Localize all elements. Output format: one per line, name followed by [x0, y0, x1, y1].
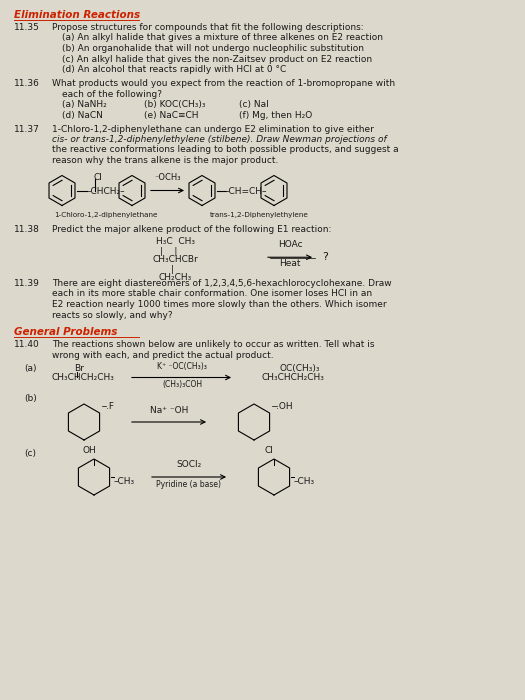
Text: (c): (c) — [24, 449, 36, 458]
Text: (c) An alkyl halide that gives the non-Zaitsev product on E2 reaction: (c) An alkyl halide that gives the non-Z… — [62, 55, 372, 64]
Text: Cl: Cl — [94, 174, 103, 183]
Text: –CH₃: –CH₃ — [294, 477, 315, 486]
Text: 11.36: 11.36 — [14, 80, 40, 88]
Text: SOCl₂: SOCl₂ — [176, 460, 202, 469]
Text: each of the following?: each of the following? — [62, 90, 162, 99]
Text: (a) An alkyl halide that gives a mixture of three alkenes on E2 reaction: (a) An alkyl halide that gives a mixture… — [62, 34, 383, 43]
Text: CH₃CHCH₂CH₃: CH₃CHCH₂CH₃ — [52, 374, 115, 382]
Text: cis- or trans-1,2-diphenylethylene (stilbene). Draw Newman projections of: cis- or trans-1,2-diphenylethylene (stil… — [52, 135, 386, 144]
Text: CH₃CHCBr: CH₃CHCBr — [152, 255, 198, 264]
Text: Pyridine (a base): Pyridine (a base) — [156, 480, 222, 489]
Text: (CH₃)₃COH: (CH₃)₃COH — [162, 379, 202, 389]
Text: |: | — [168, 265, 174, 274]
Text: Heat: Heat — [279, 259, 301, 268]
Text: (b): (b) — [24, 394, 37, 403]
Text: –CH₃: –CH₃ — [114, 477, 135, 486]
Text: General Problems: General Problems — [14, 327, 118, 337]
Text: |    |: | | — [157, 246, 177, 256]
Text: (c) NaI: (c) NaI — [239, 101, 269, 109]
Text: 1-Chloro-1,2-diphenylethane can undergo E2 elimination to give either: 1-Chloro-1,2-diphenylethane can undergo … — [52, 125, 374, 134]
Text: Br: Br — [74, 364, 84, 373]
Text: (e) NaC≡CH: (e) NaC≡CH — [144, 111, 198, 120]
Text: OH: OH — [82, 446, 96, 455]
Text: (a): (a) — [24, 364, 37, 373]
Text: wrong with each, and predict the actual product.: wrong with each, and predict the actual … — [52, 351, 274, 360]
Text: Na⁺ ⁻OH: Na⁺ ⁻OH — [150, 406, 188, 415]
Text: E2 reaction nearly 1000 times more slowly than the others. Which isomer: E2 reaction nearly 1000 times more slowl… — [52, 300, 386, 309]
Text: each in its more stable chair conformation. One isomer loses HCl in an: each in its more stable chair conformati… — [52, 290, 372, 298]
Text: CH₂CH₃: CH₂CH₃ — [159, 273, 192, 282]
Text: The reactions shown below are unlikely to occur as written. Tell what is: The reactions shown below are unlikely t… — [52, 340, 374, 349]
Text: Elimination Reactions: Elimination Reactions — [14, 10, 140, 20]
Text: (a) NaNH₂: (a) NaNH₂ — [62, 101, 107, 109]
Text: K⁺ ⁻OC(CH₃)₃: K⁺ ⁻OC(CH₃)₃ — [157, 361, 207, 370]
Text: (d) An alcohol that reacts rapidly with HCl at 0 °C: (d) An alcohol that reacts rapidly with … — [62, 65, 286, 74]
Text: 1-Chloro-1,2-diphenylethane: 1-Chloro-1,2-diphenylethane — [54, 213, 158, 218]
Text: There are eight diastereomers of 1,2,3,4,5,6-hexachlorocyclohexane. Draw: There are eight diastereomers of 1,2,3,4… — [52, 279, 392, 288]
Text: the reactive conformations leading to both possible products, and suggest a: the reactive conformations leading to bo… — [52, 146, 398, 155]
Text: HOAc: HOAc — [278, 240, 302, 249]
Text: Predict the major alkene product of the following E1 reaction:: Predict the major alkene product of the … — [52, 225, 331, 234]
Text: 11.35: 11.35 — [14, 23, 40, 32]
Text: –CH=CH–: –CH=CH– — [225, 187, 268, 196]
Text: (d) NaCN: (d) NaCN — [62, 111, 103, 120]
Text: 11.38: 11.38 — [14, 225, 40, 234]
Text: (b) KOC(CH₃)₃: (b) KOC(CH₃)₃ — [144, 101, 205, 109]
Text: OC(CH₃)₃: OC(CH₃)₃ — [279, 364, 320, 373]
Text: .F: .F — [106, 402, 114, 411]
Text: What products would you expect from the reaction of 1-bromopropane with: What products would you expect from the … — [52, 80, 395, 88]
Text: (b) An organohalide that will not undergo nucleophilic substitution: (b) An organohalide that will not underg… — [62, 44, 364, 53]
Text: 11.39: 11.39 — [14, 279, 40, 288]
Text: 11.37: 11.37 — [14, 125, 40, 134]
Text: –CHCH₂–: –CHCH₂– — [87, 187, 125, 196]
Text: .OH: .OH — [276, 402, 292, 411]
Text: H₃C  CH₃: H₃C CH₃ — [155, 237, 194, 246]
Text: Propose structures for compounds that fit the following descriptions:: Propose structures for compounds that fi… — [52, 23, 364, 32]
Text: CH₃CHCH₂CH₃: CH₃CHCH₂CH₃ — [262, 374, 325, 382]
Text: ?: ? — [322, 252, 328, 262]
Text: trans-1,2-Diphenylethylene: trans-1,2-Diphenylethylene — [210, 213, 309, 218]
Text: reacts so slowly, and why?: reacts so slowly, and why? — [52, 311, 173, 319]
Text: (f) Mg, then H₂O: (f) Mg, then H₂O — [239, 111, 312, 120]
Text: Cl: Cl — [265, 446, 274, 455]
Text: ⁻OCH₃: ⁻OCH₃ — [154, 174, 181, 183]
Text: 11.40: 11.40 — [14, 340, 40, 349]
Text: reason why the trans alkene is the major product.: reason why the trans alkene is the major… — [52, 156, 278, 165]
